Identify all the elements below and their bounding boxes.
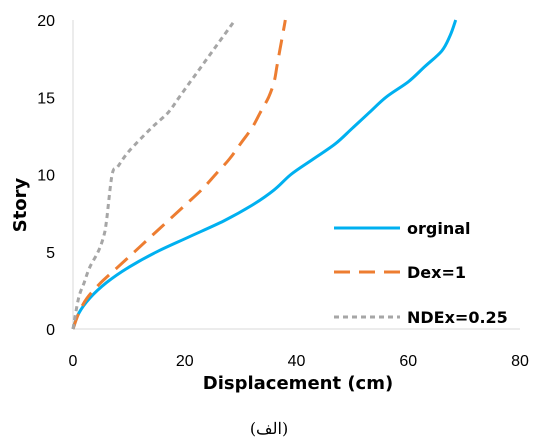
series-line-ndex <box>71 19 237 330</box>
x-tick-label: 20 <box>176 353 194 370</box>
x-tick-label: 40 <box>288 353 306 370</box>
x-tick-label: 60 <box>399 353 417 370</box>
figure-caption: (الف) <box>250 419 288 438</box>
series-line-dex <box>71 19 287 330</box>
x-tick-label: 0 <box>69 353 78 370</box>
y-tick-label: 5 <box>46 245 55 262</box>
x-tick-label: 80 <box>511 353 529 370</box>
x-tick-labels: 0 20 40 60 80 <box>69 353 529 370</box>
legend: orginal Dex=1 NDEx=0.25 <box>334 219 508 327</box>
legend-label-ndex: NDEx=0.25 <box>407 308 508 327</box>
x-axis-title: Displacement (cm) <box>203 373 393 394</box>
y-tick-label: 0 <box>46 322 55 339</box>
series-lines <box>71 19 458 330</box>
legend-label-orginal: orginal <box>407 219 471 238</box>
y-tick-labels: 0 5 10 15 20 <box>37 13 55 339</box>
y-axis-title: Story <box>10 177 31 232</box>
y-tick-label: 20 <box>37 13 55 30</box>
series-line-orginal <box>71 19 458 330</box>
y-tick-label: 15 <box>37 90 55 107</box>
axes <box>72 20 520 330</box>
y-tick-label: 10 <box>37 168 55 185</box>
legend-label-dex: Dex=1 <box>407 263 466 282</box>
